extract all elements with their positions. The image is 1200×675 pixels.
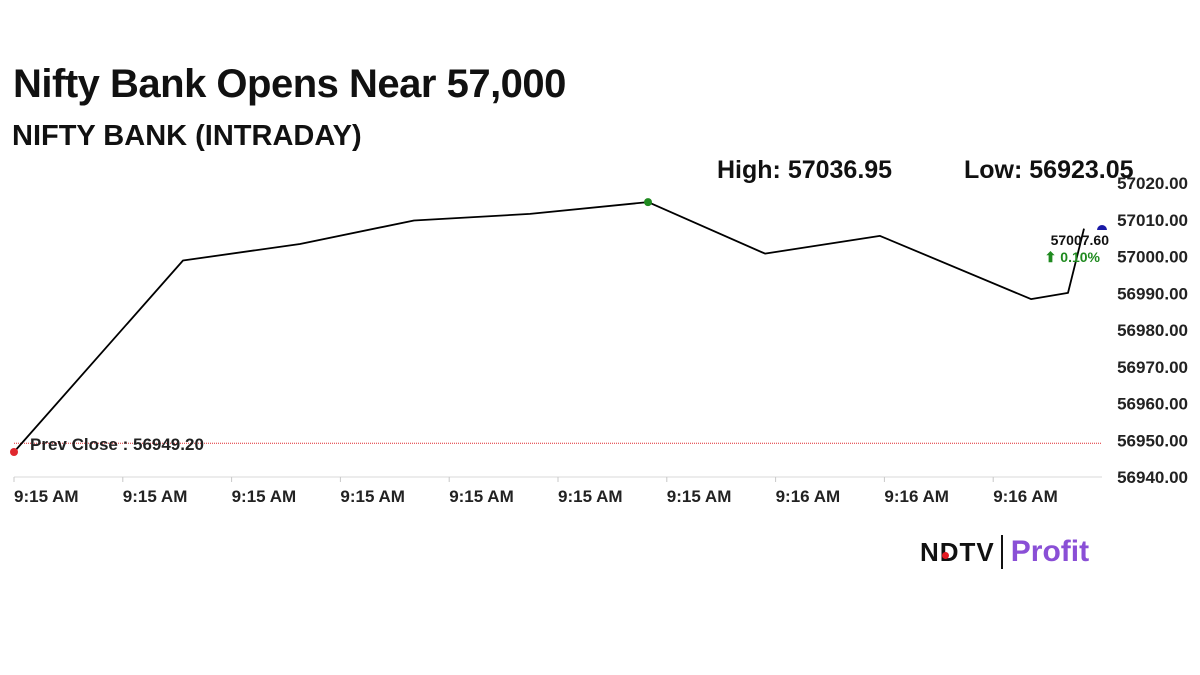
end-marker <box>1097 225 1107 230</box>
logo-red-dot <box>942 551 949 559</box>
logo-separator <box>1000 535 1003 569</box>
chart-title: NIFTY BANK (INTRADAY) <box>12 120 362 152</box>
x-tick-label: 9:15 AM <box>232 487 297 506</box>
x-tick-label: 9:16 AM <box>993 487 1058 506</box>
series-line <box>13 201 1085 453</box>
y-tick-label: 56950.00 <box>1117 431 1188 450</box>
start-marker <box>10 448 18 457</box>
x-tick-label: 9:16 AM <box>884 487 949 506</box>
change-label: ⬆ 0.10% <box>1045 249 1101 265</box>
x-tick-label: 9:15 AM <box>667 487 732 506</box>
high-marker <box>644 198 652 207</box>
x-tick-label: 9:16 AM <box>776 487 841 506</box>
logo-ndtv-text: NDTV <box>920 536 995 567</box>
y-tick-label: 56960.00 <box>1117 395 1188 414</box>
last-value-label: 57007.60 <box>1051 232 1110 248</box>
y-tick-label: 57010.00 <box>1117 211 1188 230</box>
y-tick-label: 57020.00 <box>1117 174 1188 193</box>
y-tick-label: 56980.00 <box>1117 321 1188 340</box>
x-tick-label: 9:15 AM <box>340 487 405 506</box>
high-label: High: 57036.95 <box>717 156 893 184</box>
y-tick-label: 57000.00 <box>1117 248 1188 267</box>
prev-close-label: Prev Close : 56949.20 <box>30 435 204 454</box>
headline: Nifty Bank Opens Near 57,000 <box>13 62 566 106</box>
y-tick-label: 56990.00 <box>1117 284 1188 303</box>
x-tick-label: 9:15 AM <box>558 487 623 506</box>
x-tick-label: 9:15 AM <box>123 487 188 506</box>
y-tick-label: 56940.00 <box>1117 468 1188 487</box>
x-tick-label: 9:15 AM <box>14 487 79 506</box>
logo-profit-text: Profit <box>1010 535 1090 568</box>
y-tick-label: 56970.00 <box>1117 358 1188 377</box>
low-label: Low: 56923.05 <box>964 156 1134 184</box>
x-tick-label: 9:15 AM <box>449 487 514 506</box>
ndtv-profit-logo: NDTV Profit <box>920 532 1089 572</box>
